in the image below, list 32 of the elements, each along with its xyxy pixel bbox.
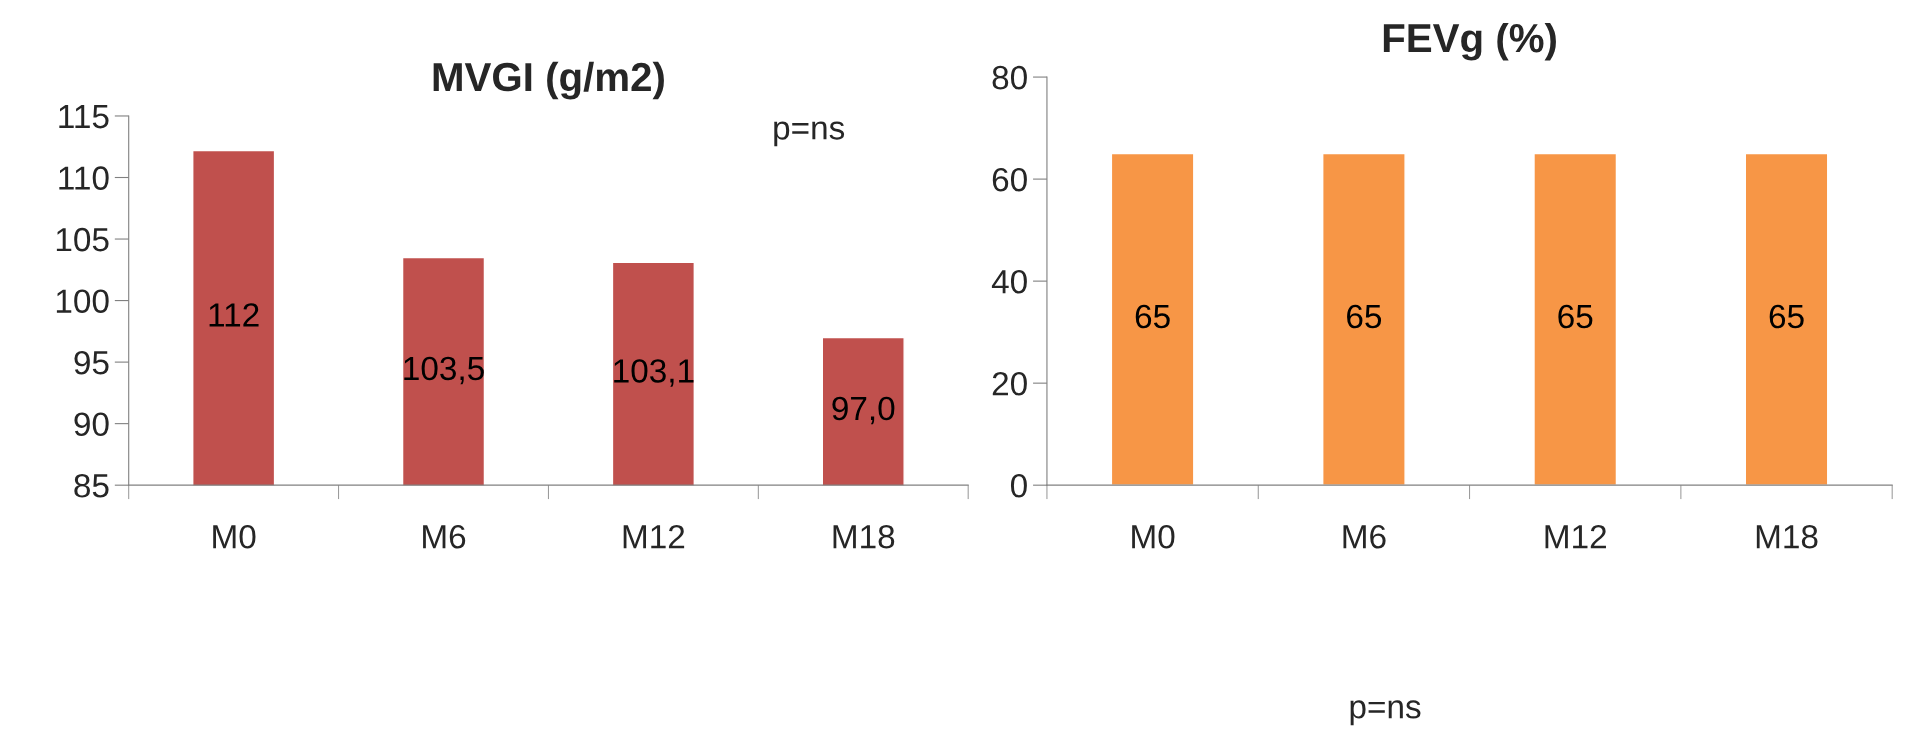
x-tick-label: M12: [1545, 524, 1606, 549]
x-tick-label: M6: [423, 524, 466, 549]
x-tick-label: M6: [1343, 524, 1386, 549]
x-tick-label: M0: [213, 524, 256, 549]
data-label: 65: [1769, 304, 1804, 329]
y-tick-label: 40: [991, 269, 1027, 294]
data-label: 112: [209, 303, 259, 327]
y-tick-label: 60: [992, 167, 1027, 192]
data-label: 65: [1347, 304, 1382, 329]
data-label: 103,5: [404, 356, 484, 385]
x-tick-label: M12: [623, 524, 685, 549]
y-tick-label: 95: [74, 350, 109, 375]
data-label: 65: [1135, 304, 1170, 329]
y-tick-label: 90: [74, 412, 109, 437]
data-label: 65: [1558, 304, 1593, 329]
annotation: p=ns: [774, 121, 845, 147]
y-tick-label: 85: [74, 473, 109, 498]
text: p=ns: [1350, 700, 1421, 726]
data-label: 97,0: [832, 396, 895, 425]
x-tick-label: M18: [833, 524, 895, 549]
x-tick-label: M18: [1756, 524, 1818, 549]
y-tick-label: 115: [59, 105, 109, 129]
y-tick-label: 20: [992, 371, 1027, 396]
data-label: 103,1: [614, 359, 694, 387]
chart-title: MVGI (g/m2): [433, 61, 664, 100]
y-tick-label: 80: [992, 65, 1027, 90]
y-tick-label: 105: [56, 227, 109, 252]
y-tick-label: 110: [59, 166, 109, 190]
x-tick-label: M0: [1132, 524, 1175, 549]
chart-title: FEVg (%): [1383, 22, 1556, 61]
y-tick-label: 100: [56, 289, 109, 313]
y-tick-label: 0: [1010, 473, 1027, 498]
